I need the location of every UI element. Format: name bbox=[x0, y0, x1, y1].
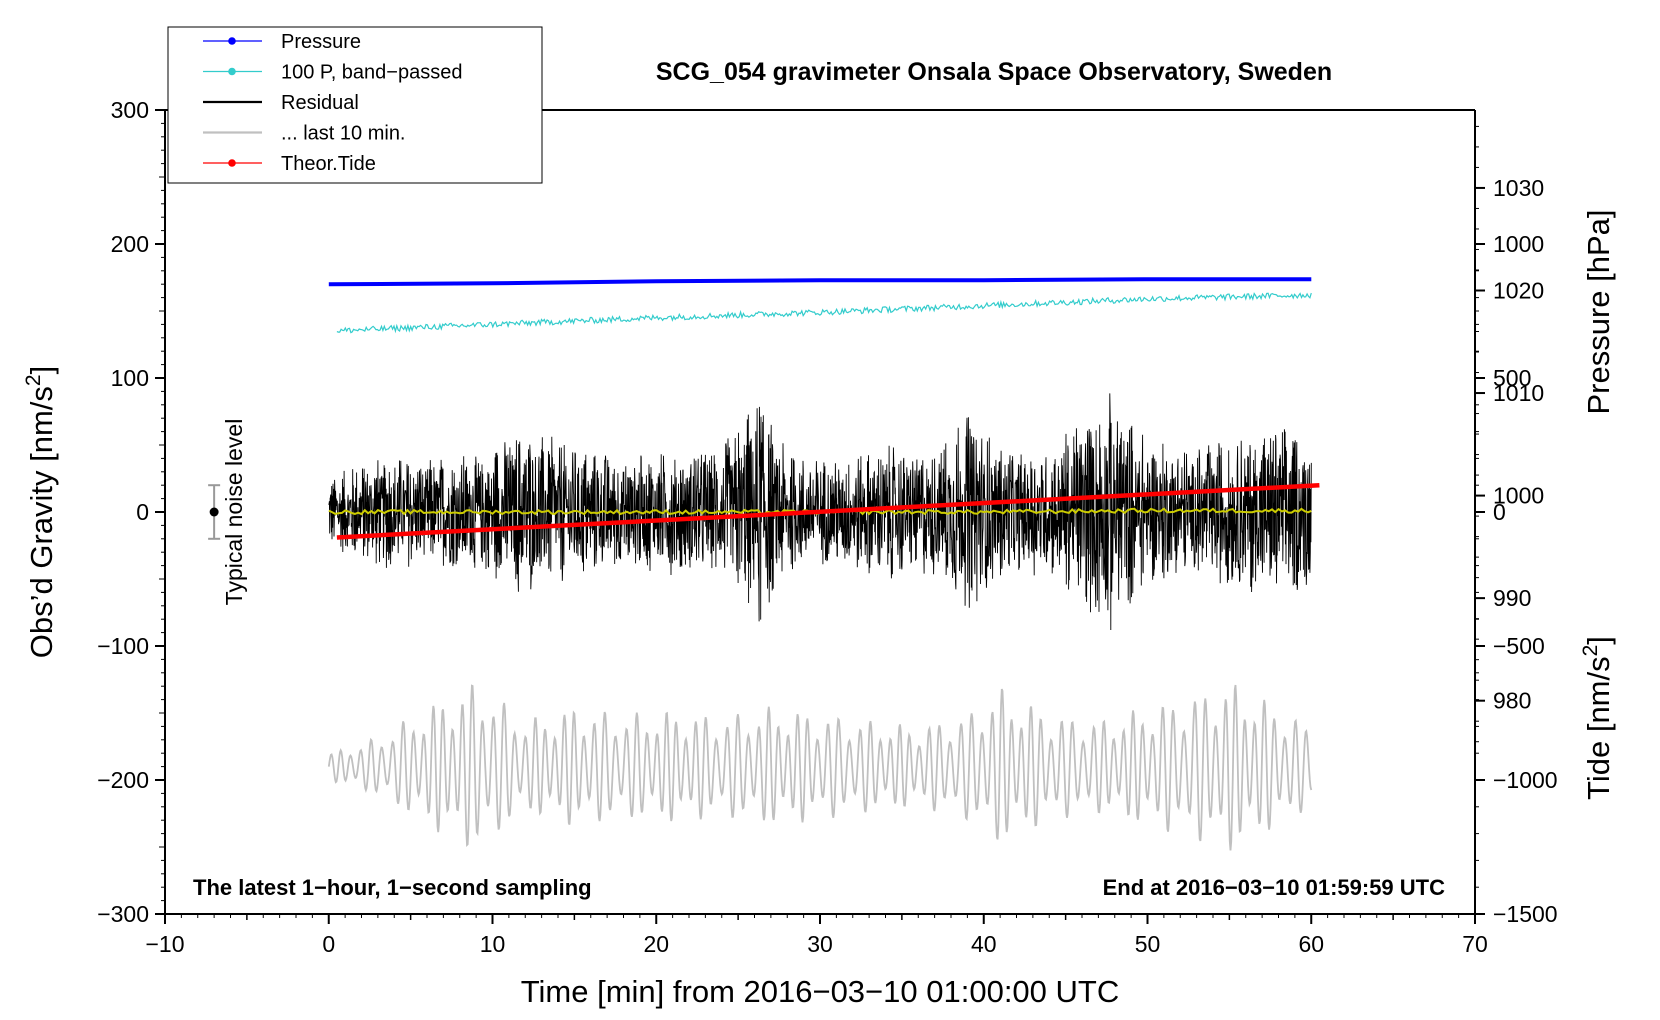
y-axis-label-sup: 2 bbox=[22, 374, 45, 386]
y-axis-label-end: ] bbox=[24, 366, 59, 375]
x-tick-label: 70 bbox=[1462, 931, 1488, 957]
pressure-tick-label: 1030 bbox=[1493, 175, 1544, 201]
y-tick-label: 100 bbox=[111, 365, 149, 391]
theoretical-tide-trace bbox=[336, 482, 1320, 540]
legend-label: Residual bbox=[281, 92, 359, 114]
pressure-tick-label: 1010 bbox=[1493, 380, 1544, 406]
data-traces bbox=[327, 277, 1320, 851]
tide-tick-label: 1000 bbox=[1493, 231, 1544, 257]
axis-ticks: −10 0 10 20 30 40 50 60 70−300−200−1000100200300… bbox=[97, 97, 1557, 957]
tide-axis-label: Tide [nm/s2] bbox=[1579, 636, 1616, 800]
y-tick-label: 200 bbox=[111, 231, 149, 257]
tide-tick-label: 500 bbox=[1493, 365, 1531, 391]
residual-trace bbox=[328, 393, 1312, 631]
y-axis-label-main: Obs’d Gravity [nm/s bbox=[24, 386, 59, 658]
sampling-annotation: The latest 1−hour, 1−second sampling bbox=[193, 875, 592, 900]
x-tick-label: 30 bbox=[807, 931, 833, 957]
legend-label: Pressure bbox=[281, 31, 361, 53]
pressure-trace bbox=[328, 277, 1312, 287]
noise-level-indicator bbox=[208, 484, 221, 540]
x-tick-label: 0 bbox=[322, 931, 335, 957]
y-tick-label: −200 bbox=[97, 767, 149, 793]
x-tick-label: 60 bbox=[1298, 931, 1324, 957]
x-tick-label: 20 bbox=[643, 931, 669, 957]
y-axis-label: Obs’d Gravity [nm/s2] bbox=[22, 366, 59, 659]
pressure-tick-label: 1000 bbox=[1493, 483, 1544, 509]
legend-label: Theor.Tide bbox=[281, 153, 376, 175]
tide-tick-label: −500 bbox=[1493, 633, 1545, 659]
x-tick-label: 10 bbox=[480, 931, 506, 957]
noise-level-label: Typical noise level bbox=[221, 419, 247, 606]
tide-axis-label-sup: 2 bbox=[1579, 645, 1602, 657]
legend-marker bbox=[228, 159, 236, 167]
y-tick-label: −300 bbox=[97, 901, 149, 927]
x-tick-label: −10 bbox=[145, 931, 184, 957]
x-tick-label: 40 bbox=[971, 931, 997, 957]
pressure-tick-label: 990 bbox=[1493, 585, 1531, 611]
pressure-axis-label: Pressure [hPa] bbox=[1581, 209, 1616, 414]
tide-tick-label: −1500 bbox=[1493, 901, 1558, 927]
chart-title: SCG_054 gravimeter Onsala Space Observat… bbox=[656, 58, 1332, 86]
legend-label: 100 P, band−passed bbox=[281, 62, 462, 84]
legend-box bbox=[167, 26, 543, 184]
x-axis-label: Time [min] from 2016−03−10 01:00:00 UTC bbox=[521, 974, 1120, 1009]
y-tick-label: −100 bbox=[97, 633, 149, 659]
pressure-tick-label: 980 bbox=[1493, 688, 1531, 714]
x-tick-label: 50 bbox=[1135, 931, 1161, 957]
y-tick-label: 300 bbox=[111, 97, 149, 123]
legend: Pressure 100 P, band−passed Residual ... la… bbox=[167, 26, 543, 184]
pressure-tick-label: 1020 bbox=[1493, 277, 1544, 303]
tide-tick-label: −1000 bbox=[1493, 767, 1558, 793]
last-10-min-trace bbox=[327, 684, 1313, 851]
legend-label: ... last 10 min. bbox=[281, 123, 406, 145]
band-passed-pressure-trace bbox=[336, 292, 1312, 334]
noise-dot bbox=[209, 507, 219, 517]
legend-marker bbox=[228, 67, 236, 76]
end-time-annotation: End at 2016−03−10 01:59:59 UTC bbox=[1103, 875, 1446, 900]
tide-axis-label-main: Tide [nm/s bbox=[1581, 656, 1616, 800]
y-tick-label: 0 bbox=[136, 499, 149, 525]
legend-marker bbox=[228, 37, 236, 45]
tide-axis-label-end: ] bbox=[1581, 636, 1616, 645]
tide-tick-label: 0 bbox=[1493, 499, 1506, 525]
